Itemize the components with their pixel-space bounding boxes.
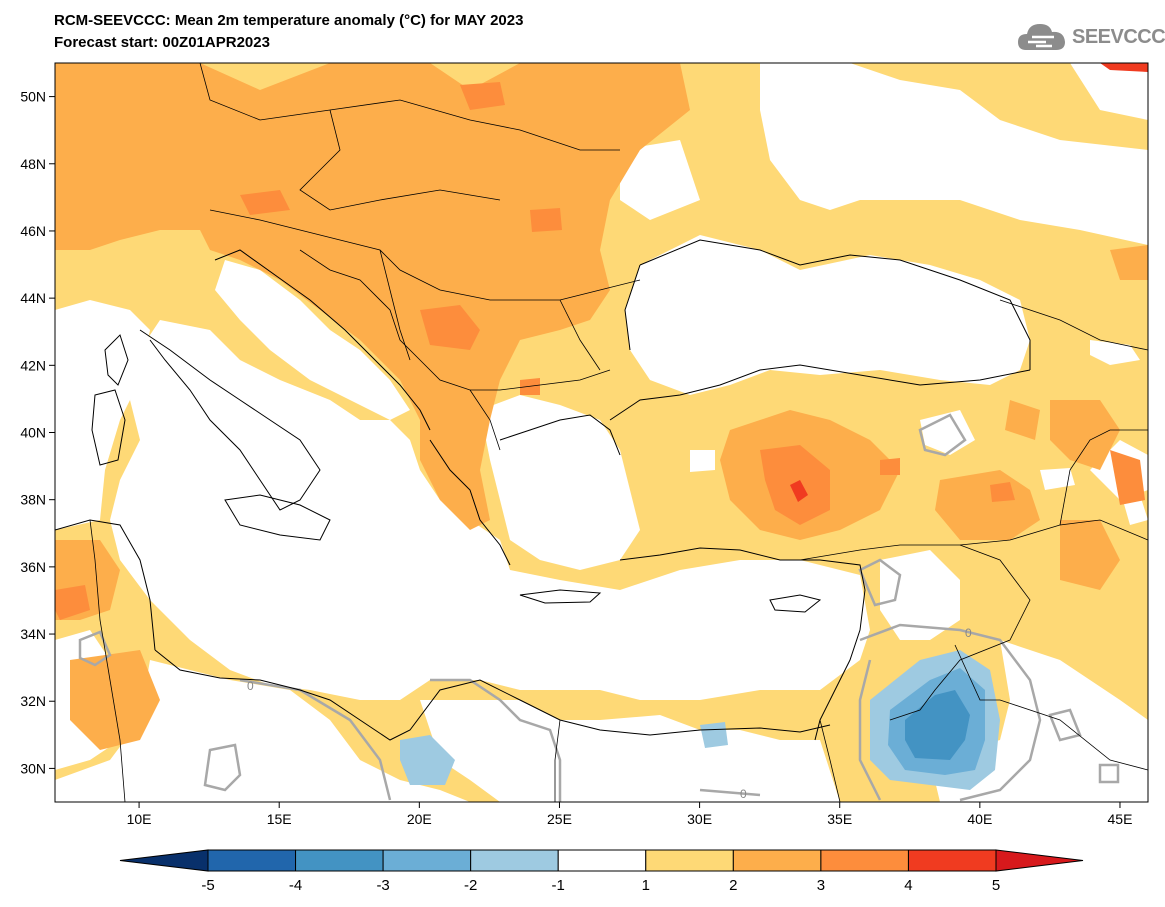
anomaly-areas-cold xyxy=(400,650,1000,790)
map-title: RCM-SEEVCCC: Mean 2m temperature anomaly… xyxy=(54,12,524,29)
longitude-axis: 10E 15E 20E 25E 30E 35E 40E 45E xyxy=(127,802,1133,827)
lat-tick-label: 38N xyxy=(20,492,46,508)
contour-label: 0 xyxy=(740,787,747,801)
lat-tick-label: 48N xyxy=(20,156,46,172)
colorbar-label: 2 xyxy=(729,877,737,894)
lat-tick-label: 42N xyxy=(20,357,46,373)
colorbar-label: -4 xyxy=(289,877,302,894)
lon-tick-label: 30E xyxy=(687,811,712,827)
colorbar-cell xyxy=(382,849,472,872)
lat-tick-label: 34N xyxy=(20,626,46,642)
coastlines xyxy=(55,239,1031,741)
colorbar-legend: -5 -4 -3 -2 -1 1 2 3 4 5 xyxy=(119,849,1084,894)
zero-contour-labels: 0 0 0 xyxy=(247,626,972,801)
lat-tick-label: 30N xyxy=(20,760,46,776)
logo-text: SEEVCCC xyxy=(1072,25,1165,48)
colorbar-min-arrow xyxy=(119,849,209,872)
map-area: 0 0 0 xyxy=(55,63,1148,802)
colorbar-label: 4 xyxy=(904,877,912,894)
lat-tick-label: 36N xyxy=(20,559,46,575)
colorbar-label: -3 xyxy=(376,877,389,894)
lon-tick-label: 25E xyxy=(547,811,572,827)
colorbar-label: -5 xyxy=(201,877,214,894)
lat-tick-label: 44N xyxy=(20,290,46,306)
contour-label: 0 xyxy=(247,679,254,693)
lat-tick-label: 50N xyxy=(20,89,46,105)
colorbar-label: 1 xyxy=(642,877,650,894)
colorbar-cell xyxy=(557,849,647,872)
seevccc-logo: SEEVCCC xyxy=(1016,20,1165,54)
colorbar-cell xyxy=(470,849,559,872)
anomaly-areas-warm-3-4 xyxy=(55,82,1145,620)
cloud-icon xyxy=(1018,24,1065,50)
lon-tick-label: 10E xyxy=(127,811,152,827)
colorbar-cell xyxy=(820,849,909,872)
zero-contours xyxy=(78,413,1120,802)
lat-tick-label: 40N xyxy=(20,425,46,441)
colorbar-label: -2 xyxy=(464,877,477,894)
colorbar-cell xyxy=(295,849,384,872)
colorbar-cell xyxy=(732,849,822,872)
colorbar-cell xyxy=(907,849,997,872)
contour-label: 0 xyxy=(965,626,972,640)
colorbar-label: 5 xyxy=(992,877,1000,894)
country-borders xyxy=(89,63,1148,802)
latitude-axis: 30N 32N 34N 36N 38N 40N 42N 44N 46N 48N 50N xyxy=(20,89,55,776)
colorbar-max-arrow xyxy=(995,849,1084,872)
lon-tick-label: 45E xyxy=(1108,811,1133,827)
lon-tick-label: 20E xyxy=(407,811,432,827)
colorbar-label: 3 xyxy=(817,877,825,894)
forecast-start-label: Forecast start: 00Z01APR2023 xyxy=(54,34,270,51)
colorbar-cell xyxy=(207,849,297,872)
lon-tick-label: 15E xyxy=(267,811,292,827)
lon-tick-label: 35E xyxy=(827,811,852,827)
lat-tick-label: 46N xyxy=(20,223,46,239)
colorbar-cell xyxy=(645,849,734,872)
lon-tick-label: 40E xyxy=(967,811,992,827)
anomaly-areas-warm-4-5 xyxy=(790,63,1148,502)
colorbar-label: -1 xyxy=(552,877,565,894)
lat-tick-label: 32N xyxy=(20,693,46,709)
